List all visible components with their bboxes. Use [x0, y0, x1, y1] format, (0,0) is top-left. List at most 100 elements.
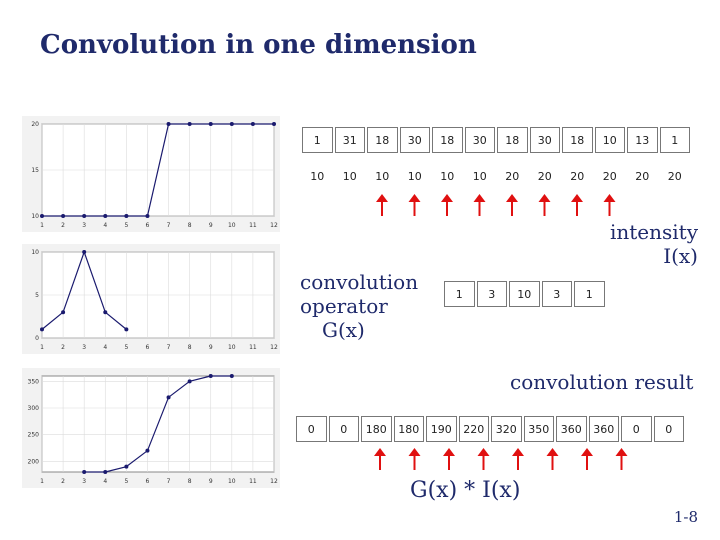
x-tick-label: 9	[209, 478, 213, 485]
intensity-cell-bottom: 20	[497, 163, 528, 189]
x-tick-label: 10	[228, 478, 236, 485]
x-tick-label: 4	[103, 344, 107, 351]
x-tick-label: 7	[167, 222, 171, 229]
intensity-cell-top: 18	[367, 127, 398, 153]
intensity-plot: 1 2 3 4 5 6 7 8 9 10 11 12 10 15 20	[22, 116, 280, 232]
data-point	[208, 122, 213, 126]
result-cell: 180	[393, 416, 424, 442]
result-cell: 180	[361, 416, 392, 442]
red-up-arrow-icon	[443, 448, 455, 470]
x-tick-label: 12	[270, 478, 278, 485]
x-tick-label: 6	[146, 478, 150, 485]
series-line	[84, 375, 232, 473]
y-tick-label: 10	[31, 213, 39, 220]
data-point	[103, 214, 108, 218]
x-tick-label: 5	[124, 478, 128, 485]
data-point	[229, 374, 234, 378]
red-up-arrow-icon	[477, 448, 490, 470]
x-tick-label: 7	[167, 344, 171, 351]
x-tick-label: 1	[40, 478, 44, 485]
x-tick-label: 12	[270, 222, 278, 229]
red-up-arrow-icon	[546, 448, 559, 470]
data-point	[250, 122, 255, 126]
data-point	[61, 214, 66, 218]
red-up-arrow-icon	[473, 194, 486, 216]
operator-cell: 1	[444, 281, 475, 307]
red-up-arrow-icon	[374, 448, 386, 470]
x-tick-label: 1	[40, 222, 44, 229]
operator-row: 1 3 10 3 1	[444, 281, 607, 307]
red-up-arrow-icon	[408, 448, 421, 470]
intensity-row-bottom: 10 10 10 10 10 10 20 20 20 20 20 20	[302, 163, 692, 189]
intensity-cell-bottom: 10	[432, 163, 463, 189]
data-point	[166, 122, 171, 126]
data-point	[272, 122, 276, 126]
x-tick-label: 6	[146, 344, 150, 351]
red-up-arrow-icon	[441, 194, 453, 216]
x-tick-label: 2	[61, 478, 65, 485]
data-point	[40, 214, 44, 218]
data-point	[82, 214, 87, 218]
y-tick-label: 10	[31, 249, 39, 256]
data-point	[103, 310, 108, 315]
operator-cell: 10	[509, 281, 540, 307]
intensity-arrow-row	[376, 194, 616, 216]
operator-label-line1: convolution	[300, 270, 419, 294]
y-tick-label: 250	[28, 432, 40, 439]
y-tick-label: 200	[28, 458, 40, 465]
result-cell: 350	[523, 416, 554, 442]
result-cell: 0	[653, 416, 684, 442]
result-cell: 360	[588, 416, 619, 442]
page-number: 1-8	[673, 508, 698, 526]
x-tick-label: 5	[124, 222, 128, 229]
operator-cell: 3	[541, 281, 572, 307]
data-point	[61, 310, 66, 315]
red-up-arrow-icon	[538, 194, 551, 216]
intensity-cell-top: 18	[497, 127, 528, 153]
operator-plot: 1 2 3 4 5 6 7 8 9 10 11 12 0 5 10	[22, 244, 280, 354]
data-point	[187, 122, 192, 126]
data-point	[229, 122, 234, 126]
data-point	[208, 374, 213, 378]
red-up-arrow-icon	[512, 448, 524, 470]
data-point	[124, 327, 129, 332]
data-point	[124, 214, 129, 218]
result-formula: G(x) * I(x)	[410, 478, 521, 503]
x-tick-label: 7	[167, 478, 171, 485]
data-point	[82, 250, 87, 254]
intensity-cell-top: 1	[302, 127, 333, 153]
intensity-label-line1: intensity	[609, 220, 698, 244]
y-tick-label: 300	[28, 405, 40, 412]
intensity-label: intensity I(x)	[600, 220, 698, 268]
x-tick-label: 8	[188, 478, 192, 485]
intensity-cell-top: 18	[562, 127, 593, 153]
x-tick-label: 9	[209, 344, 213, 351]
x-tick-label: 4	[103, 222, 107, 229]
operator-label: convolution operator G(x)	[300, 270, 418, 342]
x-tick-label: 11	[249, 344, 257, 351]
x-tick-label: 6	[146, 222, 150, 229]
x-tick-label: 3	[82, 222, 86, 229]
red-up-arrow-icon	[603, 194, 616, 216]
data-point	[187, 379, 192, 384]
intensity-cell-bottom: 10	[367, 163, 398, 189]
result-row: 0 0 180 180 190 220 320 350 360 360 0 0	[296, 416, 686, 442]
intensity-cell-top: 13	[627, 127, 658, 153]
intensity-cell-top: 1	[659, 127, 690, 153]
intensity-label-line2: I(x)	[663, 244, 698, 268]
result-cell: 0	[296, 416, 327, 442]
series-line	[42, 123, 274, 217]
x-tick-label: 10	[228, 222, 236, 229]
y-tick-label: 0	[35, 335, 39, 342]
intensity-cell-top: 30	[399, 127, 430, 153]
red-up-arrow-icon	[408, 194, 421, 216]
x-tick-label: 1	[40, 344, 44, 351]
intensity-row-top: 1 31 18 30 18 30 18 30 18 10 13 1	[302, 127, 692, 153]
intensity-cell-bottom: 10	[302, 163, 333, 189]
intensity-cell-bottom: 20	[529, 163, 560, 189]
operator-label-line3: G(x)	[322, 318, 365, 342]
x-tick-label: 4	[103, 478, 107, 485]
y-tick-label: 350	[28, 378, 40, 385]
red-up-arrow-icon	[615, 448, 628, 470]
result-cell: 190	[426, 416, 457, 442]
